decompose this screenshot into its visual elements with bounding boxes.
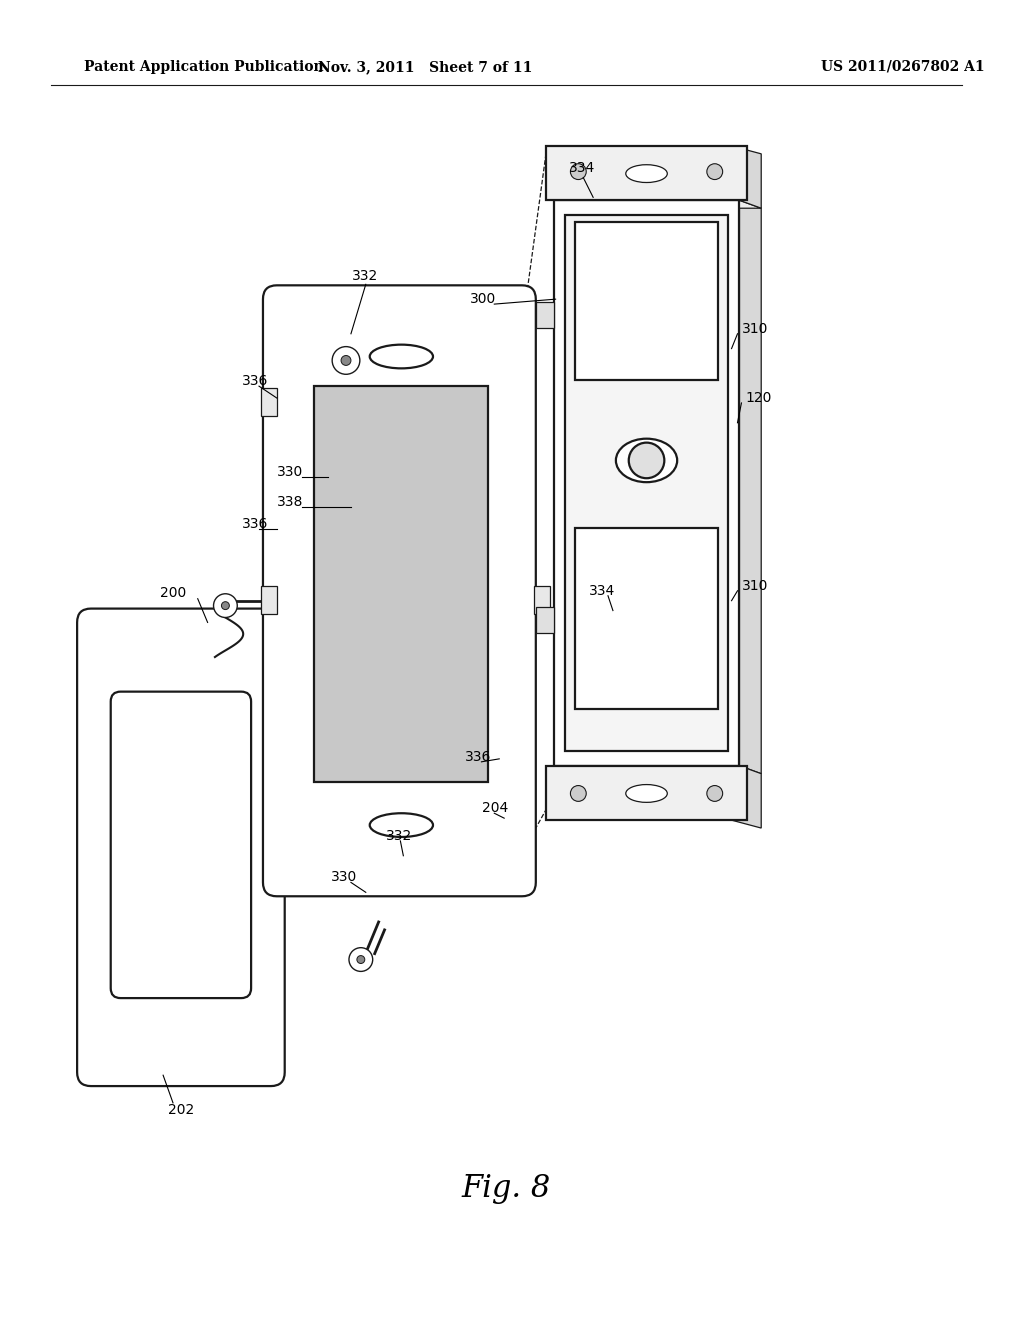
Text: Patent Application Publication: Patent Application Publication	[84, 59, 324, 74]
Text: 334: 334	[568, 161, 595, 174]
Text: 300: 300	[470, 292, 496, 306]
Bar	[314, 387, 488, 781]
Text: 204: 204	[482, 801, 509, 816]
Polygon shape	[554, 201, 761, 209]
Circle shape	[357, 956, 365, 964]
Text: 332: 332	[352, 269, 378, 284]
Ellipse shape	[370, 345, 433, 368]
Bar	[546, 147, 748, 201]
Polygon shape	[731, 147, 761, 209]
Text: 336: 336	[243, 374, 268, 388]
Text: 338: 338	[276, 495, 303, 508]
Polygon shape	[271, 631, 281, 1080]
Polygon shape	[242, 706, 248, 993]
Bar	[565, 215, 728, 751]
Polygon shape	[739, 201, 761, 774]
Circle shape	[221, 602, 229, 610]
Text: 332: 332	[386, 829, 412, 843]
Ellipse shape	[615, 438, 677, 482]
Text: 330: 330	[331, 870, 357, 884]
Bar	[536, 607, 554, 634]
Polygon shape	[100, 623, 281, 631]
Ellipse shape	[626, 784, 668, 803]
Polygon shape	[731, 766, 761, 828]
Text: 310: 310	[741, 579, 768, 593]
Polygon shape	[522, 305, 534, 888]
Circle shape	[332, 347, 359, 375]
Bar	[554, 201, 739, 766]
Bar	[261, 388, 276, 416]
FancyBboxPatch shape	[111, 692, 251, 998]
Circle shape	[570, 164, 586, 180]
Circle shape	[570, 785, 586, 801]
Circle shape	[349, 948, 373, 972]
Circle shape	[341, 355, 351, 366]
Text: Nov. 3, 2011   Sheet 7 of 11: Nov. 3, 2011 Sheet 7 of 11	[317, 59, 532, 74]
Ellipse shape	[370, 813, 433, 837]
Polygon shape	[289, 300, 534, 305]
Ellipse shape	[626, 165, 668, 182]
Text: 334: 334	[589, 583, 615, 598]
Text: Fig. 8: Fig. 8	[462, 1173, 551, 1204]
Text: US 2011/0267802 A1: US 2011/0267802 A1	[820, 59, 984, 74]
Text: 310: 310	[741, 322, 768, 335]
Text: 202: 202	[168, 1102, 195, 1117]
Text: 330: 330	[276, 465, 303, 479]
FancyBboxPatch shape	[77, 609, 285, 1086]
Bar	[575, 528, 718, 709]
Bar	[536, 302, 554, 327]
Bar	[261, 586, 276, 614]
Text: 336: 336	[465, 750, 492, 764]
Circle shape	[214, 594, 238, 618]
Text: 120: 120	[745, 391, 772, 405]
FancyBboxPatch shape	[263, 285, 536, 896]
Circle shape	[707, 164, 723, 180]
Bar	[546, 766, 748, 820]
Bar	[575, 222, 718, 380]
Text: 200: 200	[160, 586, 186, 599]
Bar	[534, 586, 550, 614]
Text: 336: 336	[243, 516, 268, 531]
Circle shape	[707, 785, 723, 801]
Circle shape	[629, 442, 665, 478]
